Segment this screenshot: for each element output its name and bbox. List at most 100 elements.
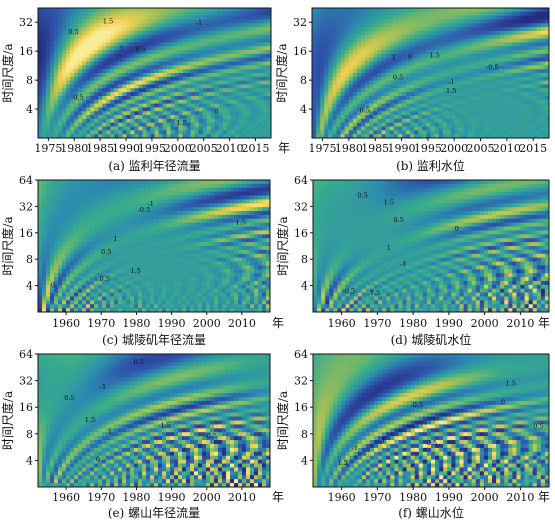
contour-label: -1 — [148, 200, 154, 208]
contour-label: 1.5 — [85, 416, 95, 424]
x-tick-label: 2010 — [228, 317, 256, 330]
panel-caption: (d) 城陵矶水位 — [391, 332, 472, 347]
contour-label: 0 — [51, 281, 55, 289]
contour-label: 0 — [455, 225, 459, 233]
y-tick-label: 8 — [300, 74, 307, 87]
x-tick-label: 1960 — [52, 491, 80, 504]
x-unit-label: 年 — [272, 490, 284, 504]
contour-label: 0.5 — [101, 248, 111, 256]
contour-label: -0.5 — [205, 432, 218, 440]
x-tick-label: 1980 — [122, 317, 150, 330]
x-tick-label: 1990 — [158, 317, 186, 330]
y-tick-label: 32 — [293, 16, 307, 29]
contour-label: 1 — [113, 235, 117, 243]
plot-frame — [312, 179, 550, 313]
y-tick-label: 16 — [19, 227, 33, 240]
contour-label: 0 — [96, 456, 100, 464]
contour-label: 0.5 — [136, 45, 146, 53]
contour-label: -1 — [448, 78, 454, 86]
contour-label: -1 — [400, 260, 406, 268]
contour-label: 1.5 — [384, 198, 394, 206]
contour-label: 1 — [119, 45, 123, 53]
y-tick-label: 32 — [294, 375, 308, 388]
x-unit-label: 年 — [278, 141, 290, 155]
plot-frame — [37, 353, 271, 488]
x-tick-label: 1990 — [112, 142, 140, 155]
wavelet-field — [313, 180, 549, 312]
x-tick-label: 1985 — [86, 142, 114, 155]
contour-label: 1 — [108, 427, 112, 435]
x-tick-label: 1960 — [328, 317, 356, 330]
x-tick-label: 1970 — [87, 317, 115, 330]
contour-label: 1.5 — [446, 87, 456, 95]
x-tick-label: 2005 — [190, 142, 218, 155]
x-unit-label: 年 — [538, 490, 550, 504]
x-tick-label: 1975 — [309, 142, 337, 155]
contour-label: 0.5 — [360, 107, 370, 115]
x-tick-label: 2000 — [193, 317, 221, 330]
x-tick-label: 1980 — [122, 491, 150, 504]
wavelet-field — [38, 8, 271, 138]
x-tick-label: 2010 — [228, 491, 256, 504]
contour-label: -0.5 — [71, 93, 84, 101]
contour-label: 0.5 — [393, 73, 403, 81]
x-tick-label: 2000 — [440, 142, 468, 155]
contour-label: -0.5 — [486, 64, 499, 72]
plot-frame — [312, 353, 550, 488]
y-tick-label: 64 — [19, 174, 33, 187]
x-tick-label: 1970 — [363, 491, 391, 504]
contour-label: 1.5 — [130, 267, 140, 275]
x-unit-label: 年 — [272, 316, 284, 330]
panel-caption: (b) 监利水位 — [396, 158, 465, 173]
contour-label: 0.5 — [64, 394, 74, 402]
x-tick-label: 1990 — [158, 491, 186, 504]
y-tick-label: 64 — [19, 348, 33, 361]
y-tick-label: 32 — [19, 200, 33, 213]
y-tick-label: 8 — [26, 74, 33, 87]
contour-label: 1.5 — [161, 422, 171, 430]
contour-label: 0 — [214, 108, 218, 116]
contour-label: 1 — [381, 436, 385, 444]
x-tick-label: 1980 — [60, 142, 88, 155]
wavelet-field — [313, 354, 549, 487]
x-tick-label: 2010 — [506, 317, 534, 330]
contour-label: 1.5 — [337, 459, 347, 467]
x-tick-label: 2015 — [519, 142, 547, 155]
contour-label: 0.5 — [134, 358, 144, 366]
x-tick-label: 1985 — [361, 142, 389, 155]
y-tick-label: 32 — [19, 16, 33, 29]
x-tick-label: 1960 — [328, 491, 356, 504]
x-tick-label: 2000 — [471, 317, 499, 330]
y-tick-label: 4 — [26, 454, 33, 467]
x-tick-label: 2010 — [216, 142, 244, 155]
x-tick-label: 1990 — [435, 491, 463, 504]
x-tick-label: 1990 — [388, 142, 416, 155]
y-tick-label: 4 — [26, 103, 33, 116]
y-tick-label: 16 — [294, 227, 308, 240]
contour-label: -1 — [100, 383, 106, 391]
x-tick-label: 2000 — [164, 142, 192, 155]
contour-label: 1.5 — [103, 18, 113, 26]
y-tick-label: 4 — [300, 103, 307, 116]
panel-caption: (f) 螺山水位 — [398, 505, 464, 520]
chart-panel-5: 1.5 0.5 0 -0.5 -1 1 1.5 0.5 4 8 16 32 64 1960 1970 1980… — [0, 348, 284, 520]
y-tick-label: 8 — [26, 428, 33, 441]
y-axis-label: 时间尺度/a — [0, 43, 15, 102]
x-tick-label: 1995 — [414, 142, 442, 155]
chart-panel-2: 1.50.50-0.5-11 1.50.548163219751980198519… — [274, 7, 550, 173]
wavelet-field — [312, 8, 549, 138]
x-tick-label: 2000 — [193, 491, 221, 504]
contour-label: -0.5 — [411, 401, 424, 409]
panel-caption: (c) 城陵矶年径流量 — [102, 333, 206, 347]
contour-label: 1.5 — [430, 52, 440, 60]
chart-panel-4: 1.5 0.5 0 -0.5 -1 1 1.5 0.5 4 8 16 32 64 1960 1970 1980… — [275, 174, 550, 347]
contour-label: 0.5 — [533, 423, 543, 431]
y-tick-label: 8 — [26, 253, 33, 266]
x-tick-label: 1980 — [399, 317, 427, 330]
y-tick-label: 4 — [26, 280, 33, 293]
y-tick-label: 4 — [301, 280, 308, 293]
wavelet-field — [38, 354, 270, 487]
x-tick-label: 2015 — [241, 142, 269, 155]
x-tick-label: 1980 — [335, 142, 363, 155]
chart-panel-1: 1.50.50-0.5-111.50.548163219751980198519… — [0, 7, 290, 173]
